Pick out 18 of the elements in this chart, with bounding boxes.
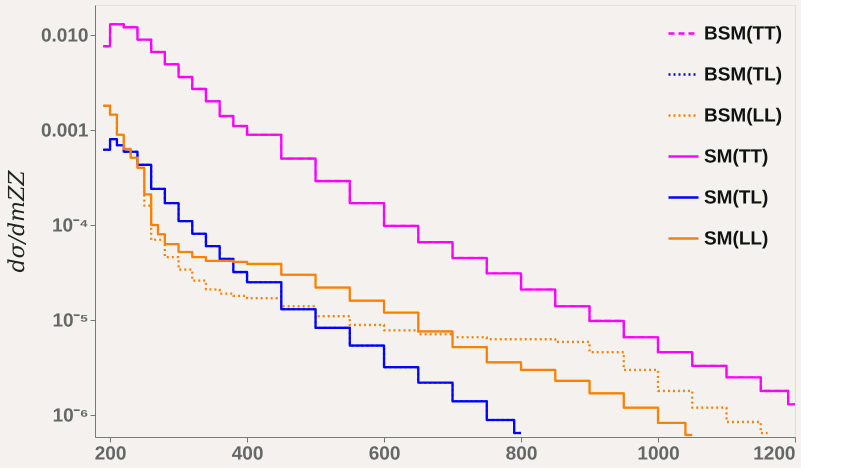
y-tick-label: 0.001	[40, 120, 89, 142]
x-tick-label: 600	[368, 444, 400, 464]
legend-label: SM(TL)	[704, 188, 768, 208]
x-tick-label: 200	[94, 444, 126, 464]
legend-label: BSM(TL)	[704, 64, 782, 86]
x-tick-label: 400	[232, 444, 264, 464]
x-tick-label: 1000	[637, 444, 680, 464]
legend-label: SM(TT)	[704, 146, 768, 168]
y-tick-label: 10⁻⁶	[52, 406, 88, 427]
y-tick-label: 10⁻⁴	[52, 216, 88, 237]
y-axis-title: dσ/dmZZ	[4, 170, 30, 273]
y-tick-label: 10⁻⁵	[52, 310, 88, 332]
legend-label: SM(LL)	[704, 228, 768, 250]
legend-label: BSM(TT)	[704, 24, 782, 44]
x-tick-label: 1200	[753, 444, 796, 464]
y-tick-label: 0.010	[40, 25, 88, 46]
x-tick-label: 800	[506, 444, 538, 464]
legend-label: BSM(LL)	[704, 106, 782, 126]
